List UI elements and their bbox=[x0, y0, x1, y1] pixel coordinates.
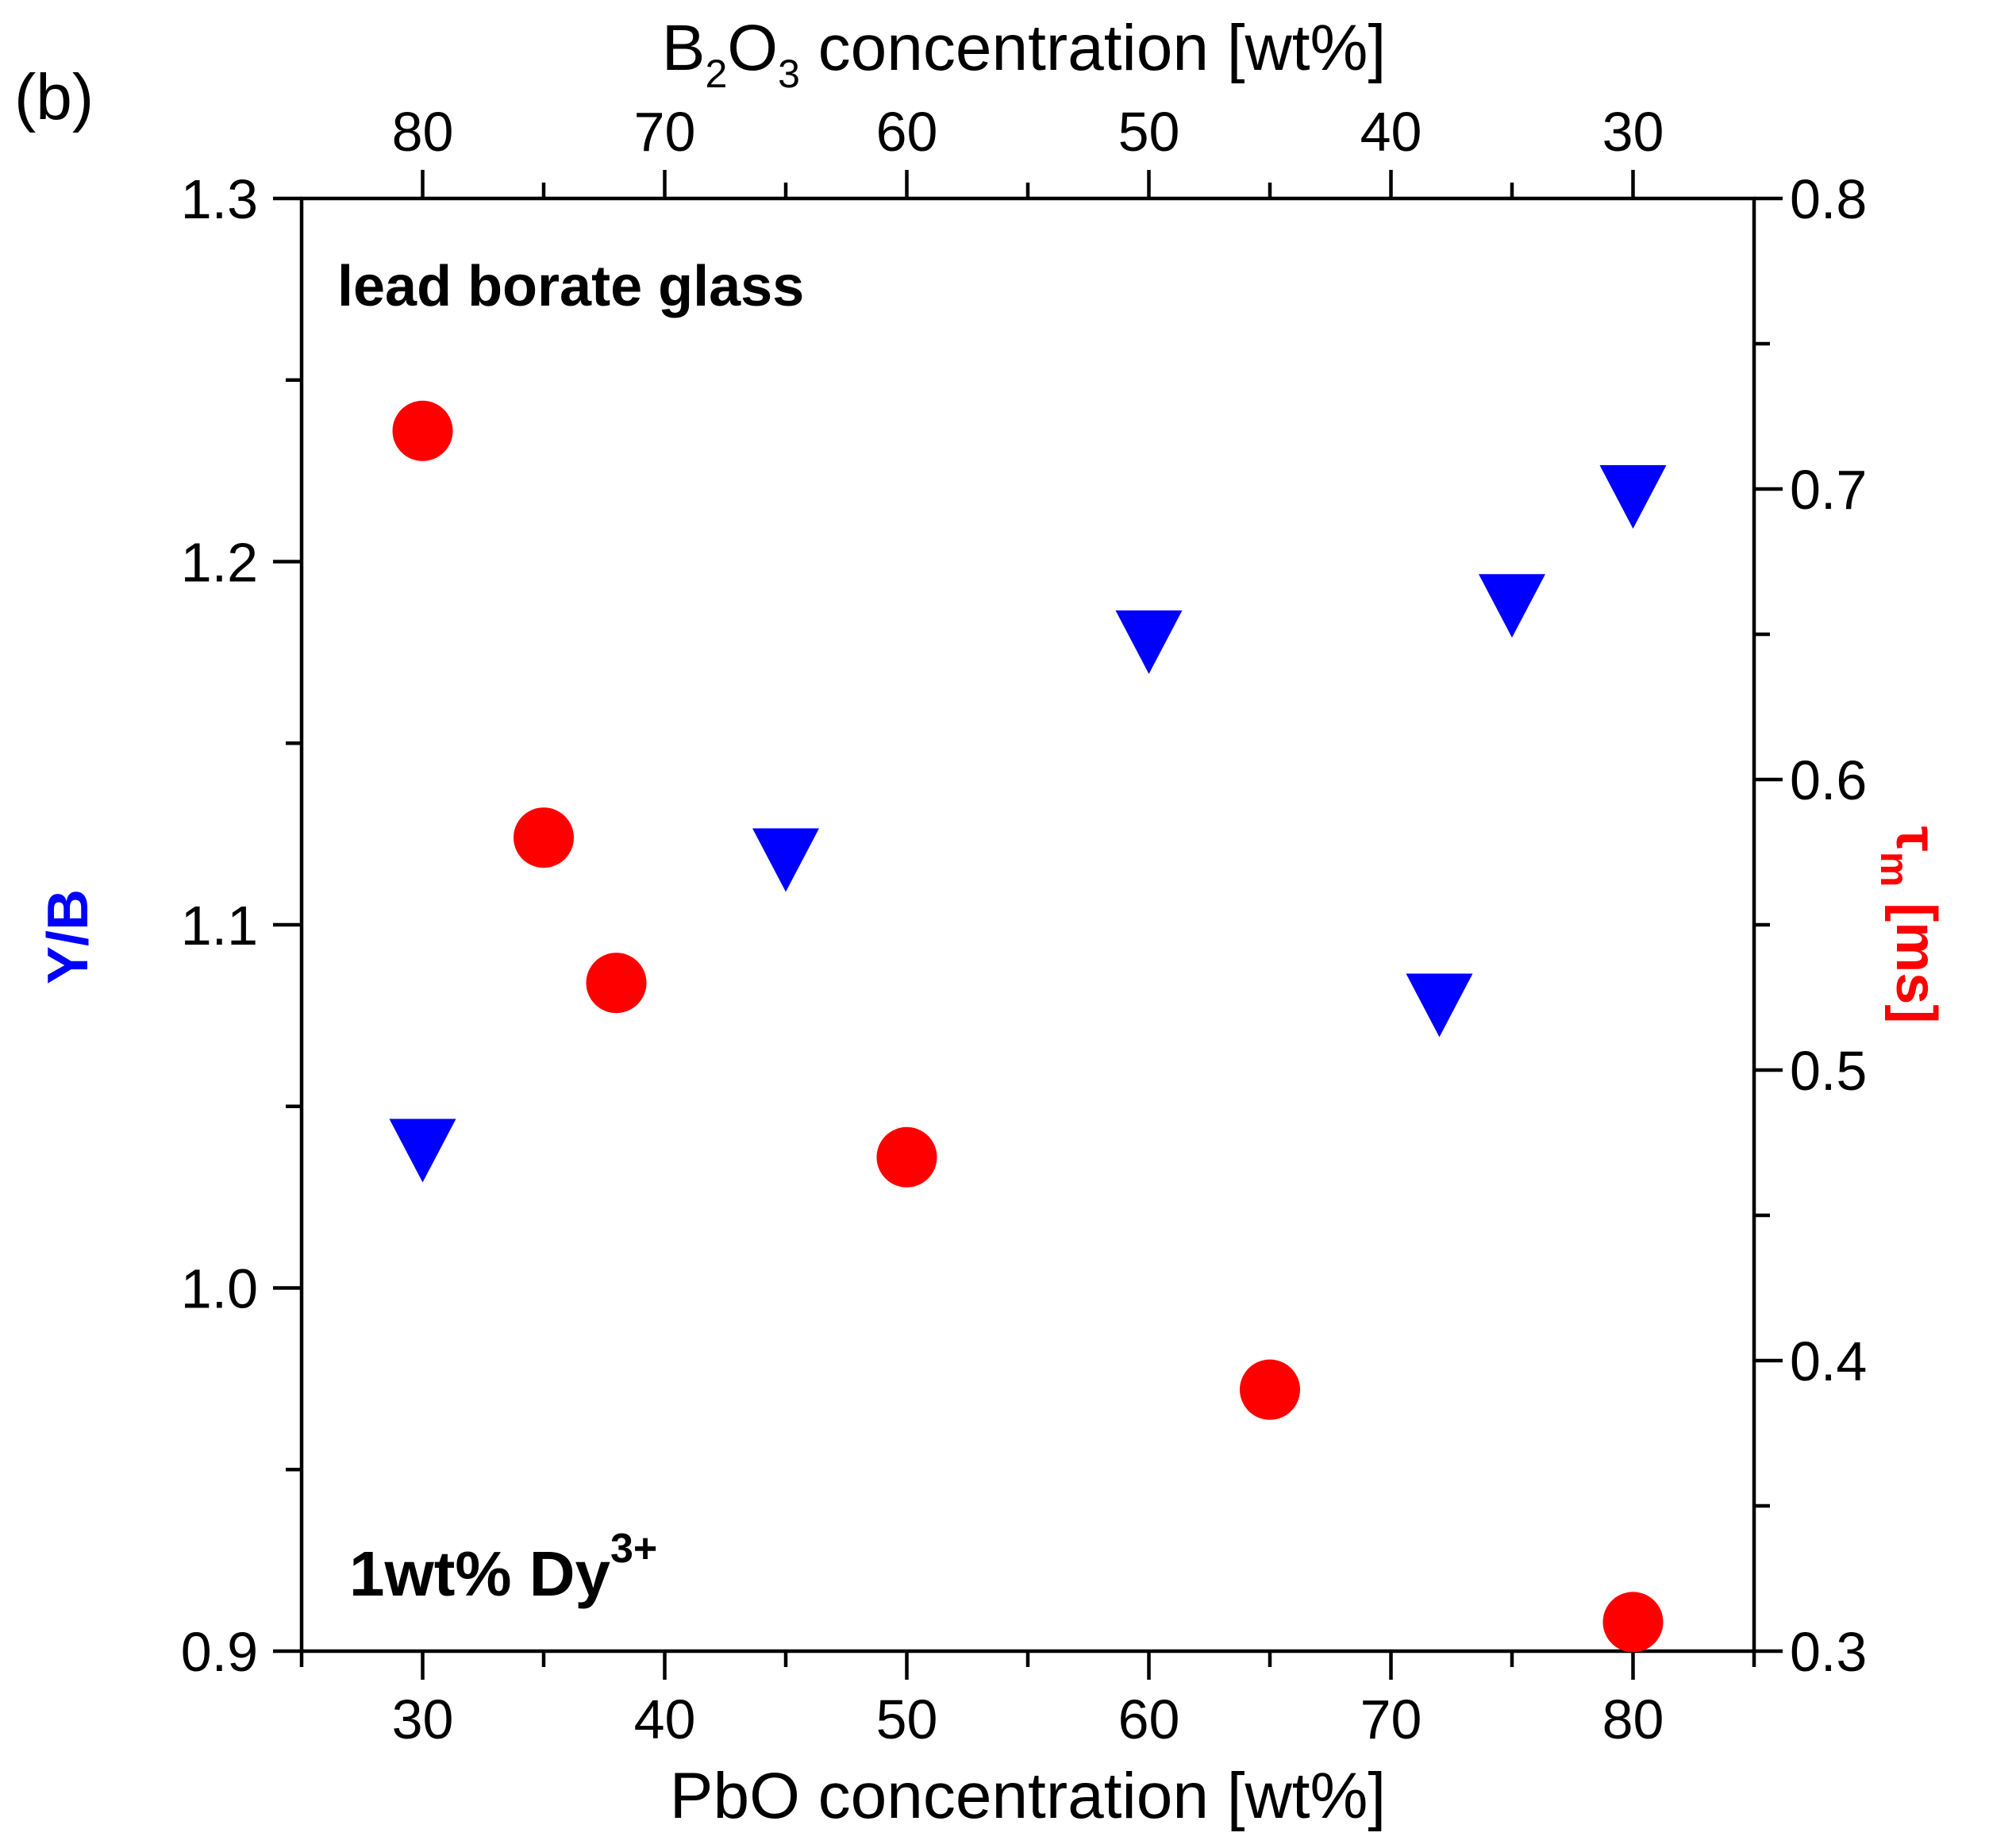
top-tick-label: 60 bbox=[876, 101, 938, 163]
top-axis-title: B2O3 concentration [wt%] bbox=[662, 12, 1387, 96]
left-tick-label: 1.3 bbox=[181, 168, 258, 230]
bottom-tick-label: 30 bbox=[392, 1688, 454, 1750]
tau-point bbox=[586, 953, 647, 1014]
right-axis-title-tau: τ bbox=[1884, 826, 1948, 852]
bottom-tick-label: 50 bbox=[876, 1688, 938, 1750]
right-axis-title-sub: m bbox=[1872, 852, 1917, 887]
tau-point bbox=[392, 400, 453, 461]
top-axis-title-rest: concentration [wt%] bbox=[800, 12, 1386, 84]
right-axis: 0.3 0.4 0.5 0.6 0.7 0.8 bbox=[1754, 168, 1867, 1683]
top-axis: 80 70 60 50 40 30 bbox=[392, 101, 1664, 198]
tau-point bbox=[876, 1126, 937, 1188]
dopant-main: 1wt% Dy bbox=[349, 1538, 610, 1609]
bottom-tick-label: 40 bbox=[634, 1688, 696, 1750]
top-tick-label: 30 bbox=[1602, 101, 1664, 163]
right-tick-label: 0.8 bbox=[1790, 168, 1867, 230]
right-axis-title: τm [ms] bbox=[1872, 826, 1948, 1024]
tau-point bbox=[1240, 1359, 1300, 1420]
dopant-sup: 3+ bbox=[610, 1526, 657, 1572]
right-tick-label: 0.4 bbox=[1790, 1330, 1867, 1392]
panel-label: (b) bbox=[14, 61, 94, 133]
top-axis-title-sub3: 3 bbox=[778, 52, 800, 96]
yb-point bbox=[1406, 973, 1473, 1038]
bottom-tick-label: 60 bbox=[1118, 1688, 1180, 1750]
left-tick-label: 1.1 bbox=[181, 895, 258, 957]
top-tick-label: 40 bbox=[1360, 101, 1422, 163]
right-tick-label: 0.3 bbox=[1790, 1621, 1867, 1683]
yb-point bbox=[752, 828, 819, 892]
top-tick-label: 50 bbox=[1118, 101, 1180, 163]
glass-label: lead borate glass bbox=[337, 255, 804, 318]
plot-frame bbox=[299, 196, 1756, 1654]
tau-point bbox=[1602, 1592, 1664, 1653]
top-axis-title-b: B bbox=[662, 12, 706, 84]
left-axis-title: Y/B bbox=[37, 889, 100, 984]
dopant-label: 1wt% Dy3+ bbox=[349, 1526, 657, 1609]
bottom-tick-label: 80 bbox=[1602, 1688, 1664, 1750]
series-tau bbox=[392, 400, 1664, 1653]
right-axis-title-unit: [ms] bbox=[1884, 887, 1948, 1023]
yb-point bbox=[1599, 465, 1667, 529]
series-yb bbox=[389, 465, 1667, 1183]
top-tick-label: 80 bbox=[392, 101, 454, 163]
bottom-tick-label: 70 bbox=[1360, 1688, 1422, 1750]
yb-point bbox=[389, 1118, 456, 1183]
left-axis: 0.9 1.0 1.1 1.2 1.3 bbox=[181, 168, 302, 1683]
left-tick-label: 0.9 bbox=[181, 1621, 258, 1683]
left-tick-label: 1.0 bbox=[181, 1258, 258, 1320]
right-tick-label: 0.7 bbox=[1790, 459, 1867, 521]
yb-point bbox=[1115, 610, 1183, 674]
right-tick-label: 0.6 bbox=[1790, 749, 1867, 811]
bottom-axis-title: PbO concentration [wt%] bbox=[670, 1760, 1386, 1832]
top-axis-title-o: O bbox=[727, 12, 778, 84]
bottom-axis: 30 40 50 60 70 80 bbox=[299, 1651, 1756, 1750]
left-tick-label: 1.2 bbox=[181, 532, 258, 594]
right-tick-label: 0.5 bbox=[1790, 1040, 1867, 1102]
top-tick-label: 70 bbox=[634, 101, 696, 163]
yb-point bbox=[1479, 574, 1545, 638]
top-axis-title-sub2: 2 bbox=[705, 52, 727, 96]
tau-point bbox=[514, 807, 574, 868]
